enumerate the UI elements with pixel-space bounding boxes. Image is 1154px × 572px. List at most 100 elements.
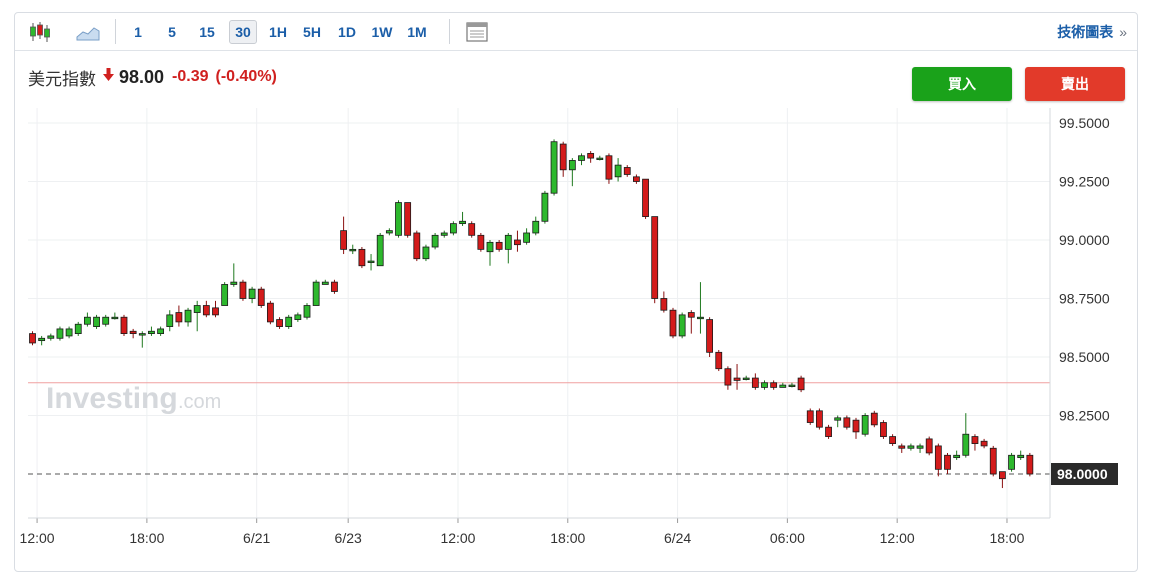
grid-lines: [28, 108, 1050, 518]
watermark-suffix: .com: [178, 391, 221, 413]
candle-body-down: [816, 410, 823, 428]
candle: [422, 244, 430, 262]
current-price-label: 98.0000: [1057, 466, 1108, 482]
candle: [248, 286, 256, 304]
candle: [376, 232, 384, 267]
candle: [989, 445, 997, 477]
candle-body-up: [459, 220, 466, 225]
candle-body-up: [193, 305, 201, 313]
technical-chart-link[interactable]: 技術圖表 »: [1057, 13, 1127, 50]
candle-body-down: [706, 319, 713, 353]
candle: [523, 228, 530, 245]
candle: [385, 228, 393, 236]
candle: [404, 202, 412, 238]
candle-body-up: [111, 316, 119, 320]
y-tick-label: 98.5000: [1059, 349, 1110, 365]
y-tick-label: 98.2500: [1059, 408, 1110, 424]
table-view-icon[interactable]: [464, 13, 490, 50]
candle-body-down: [989, 447, 997, 475]
candle: [578, 153, 585, 166]
buy-button[interactable]: 買入: [912, 67, 1012, 101]
interval-1m[interactable]: 1M: [407, 23, 427, 40]
candle: [1008, 452, 1015, 472]
candle-body-down: [889, 436, 896, 444]
interval-5[interactable]: 5: [168, 23, 176, 40]
candle: [276, 317, 283, 329]
candle-body-up: [248, 288, 256, 299]
candle-body-down: [239, 281, 247, 299]
candle-body-down: [971, 436, 979, 444]
candle: [111, 312, 119, 320]
candle-body-up: [907, 445, 915, 449]
candle-body-up: [1017, 454, 1025, 459]
candle-body-down: [276, 319, 283, 327]
candle-body-down: [257, 288, 265, 306]
candle: [843, 415, 851, 430]
candle: [651, 216, 659, 304]
candle: [925, 436, 933, 456]
candle: [532, 216, 540, 236]
candle: [550, 139, 558, 196]
candle: [74, 321, 82, 336]
candle-body-up: [221, 284, 229, 306]
candle-body-down: [559, 143, 567, 171]
interval-5h[interactable]: 5H: [303, 23, 321, 40]
candle: [870, 410, 878, 428]
candle-body-up: [788, 384, 796, 387]
candle-body-up: [578, 155, 585, 161]
candle-body-up: [102, 316, 110, 325]
candle-body-down: [944, 454, 951, 470]
candle-body-up: [431, 234, 439, 248]
candle-body-up: [56, 328, 64, 339]
y-tick-label: 98.7500: [1059, 291, 1110, 307]
candle: [459, 211, 466, 226]
candle: [312, 279, 320, 306]
candlestick-chart-icon[interactable]: [25, 13, 55, 50]
candle-body-down: [340, 230, 348, 250]
candle: [825, 424, 832, 439]
candle-body-up: [761, 382, 768, 388]
area-chart-icon[interactable]: [73, 13, 103, 50]
candle: [495, 240, 503, 252]
candle-body-down: [514, 239, 521, 246]
candle: [340, 216, 348, 255]
interval-1h[interactable]: 1H: [269, 23, 287, 40]
interval-1[interactable]: 1: [134, 23, 142, 40]
candle: [596, 155, 604, 161]
candle-body-down: [660, 298, 668, 311]
candle: [614, 158, 622, 182]
candle: [889, 434, 896, 446]
candle-body-up: [184, 309, 192, 323]
candle: [669, 307, 677, 339]
interval-30[interactable]: 30: [229, 20, 257, 44]
candle-body-down: [880, 422, 887, 437]
candle: [697, 282, 704, 334]
candle-body-down: [999, 471, 1006, 480]
candle: [230, 263, 238, 287]
interval-1w[interactable]: 1W: [371, 23, 393, 40]
candle-body-down: [925, 438, 933, 454]
candle-body-up: [138, 333, 146, 336]
candle-body-down: [724, 368, 732, 386]
candle: [742, 375, 750, 381]
candle-body-down: [358, 248, 366, 267]
candle: [413, 230, 421, 262]
candle-body-down: [404, 202, 412, 236]
interval-1d[interactable]: 1D: [338, 23, 356, 40]
y-tick-label: 99.0000: [1059, 232, 1110, 248]
candle: [303, 303, 311, 320]
candle: [568, 158, 576, 187]
candle-body-up: [294, 314, 302, 320]
candle: [84, 312, 91, 327]
candle-body-down: [623, 167, 631, 175]
candle-body-down: [642, 178, 649, 218]
candle-body-up: [47, 335, 55, 339]
candle-body-down: [898, 445, 906, 449]
candle: [559, 141, 567, 177]
interval-15[interactable]: 15: [199, 23, 215, 40]
candle: [486, 240, 494, 266]
candle: [761, 380, 768, 390]
sell-button[interactable]: 賣出: [1025, 67, 1125, 101]
candle: [184, 307, 192, 327]
